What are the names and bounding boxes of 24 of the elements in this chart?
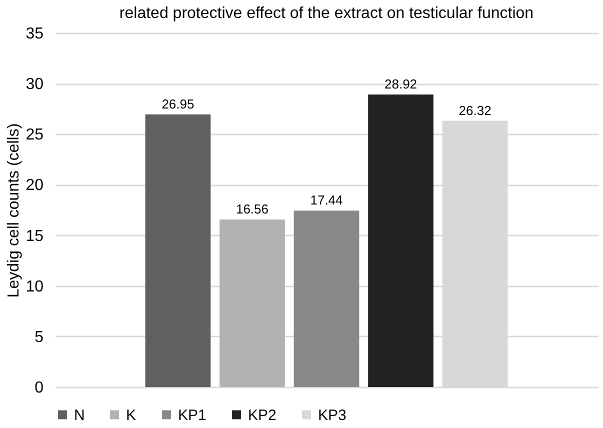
legend-label: KP3 [318, 406, 346, 424]
y-tick-label: 15 [26, 228, 44, 245]
data-label: 17.44 [310, 192, 343, 208]
bar [220, 220, 285, 387]
y-tick-label: 25 [26, 126, 44, 144]
bar [294, 210, 360, 387]
data-label: 26.32 [458, 102, 492, 118]
y-tick-label: 35 [26, 26, 44, 42]
legend-label: K [126, 406, 136, 424]
y-axis-title: Leydig cell counts (cells) [6, 123, 23, 298]
y-tick-label: 10 [26, 278, 44, 296]
y-tick-label: 30 [26, 76, 44, 94]
y-tick-label: 20 [26, 177, 44, 194]
chart-title: related protective effect of the extract on testicular function [119, 5, 534, 22]
legend-label: KP2 [248, 406, 276, 424]
data-label: 28.92 [384, 76, 418, 92]
data-label: 16.56 [236, 202, 269, 217]
legend-label: N [74, 406, 85, 424]
bar [145, 114, 211, 387]
data-label: 26.95 [162, 96, 194, 112]
y-tick-label: 0 [34, 380, 44, 396]
bar [368, 94, 434, 387]
y-tick-label: 5 [34, 328, 44, 346]
legend-label: KP1 [178, 406, 206, 424]
